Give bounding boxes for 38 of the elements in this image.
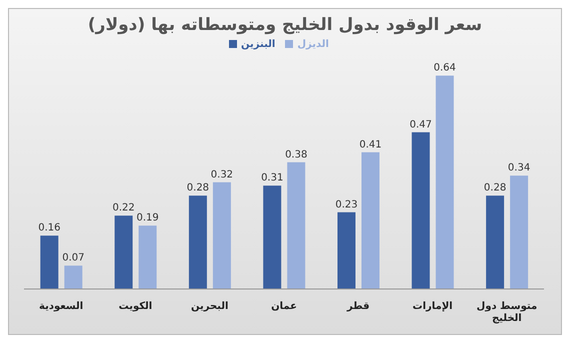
bar: [212, 182, 231, 289]
data-label: 0.31: [261, 172, 284, 184]
x-tick-label: البحرين: [190, 301, 228, 312]
legend-label: البنزين: [241, 39, 276, 50]
bar: [510, 176, 528, 289]
bar: [64, 266, 82, 289]
data-label: 0.41: [359, 139, 382, 150]
x-tick-label: الإمارات: [412, 301, 453, 312]
data-label: 0.32: [210, 169, 234, 180]
data-label: 0.16: [38, 222, 60, 234]
data-label: 0.64: [434, 62, 456, 74]
x-tick-label: قطر: [346, 301, 370, 312]
bar: [263, 186, 282, 289]
x-tick-label: متوسط دول الخليج: [476, 301, 538, 324]
data-label: 0.23: [335, 199, 358, 210]
bar: [40, 236, 58, 289]
x-tick-label: عمان: [271, 301, 297, 312]
data-label: 0.07: [62, 252, 84, 264]
bar: [337, 212, 356, 289]
data-label: 0.38: [285, 149, 308, 160]
legend-label: الديزل: [297, 39, 329, 50]
x-tick-label: الكويت: [118, 301, 152, 312]
x-tick-label: السعودية: [39, 301, 84, 312]
bar: [138, 226, 157, 289]
data-label: 0.28: [186, 182, 210, 194]
bar: [188, 196, 207, 289]
bar: [114, 216, 133, 289]
bar: [361, 152, 380, 289]
data-label: 0.28: [484, 182, 506, 194]
bar: [436, 76, 454, 289]
bar: [287, 162, 306, 289]
data-label: 0.19: [136, 212, 159, 224]
data-label: 0.47: [410, 119, 432, 130]
bar: [412, 132, 430, 289]
data-label: 0.22: [112, 202, 135, 214]
data-label: 0.34: [508, 162, 530, 174]
bar: [486, 196, 504, 289]
chart-title: سعر الوقود بدول الخليج ومتوسطاته بها (دولار): [86, 14, 484, 35]
